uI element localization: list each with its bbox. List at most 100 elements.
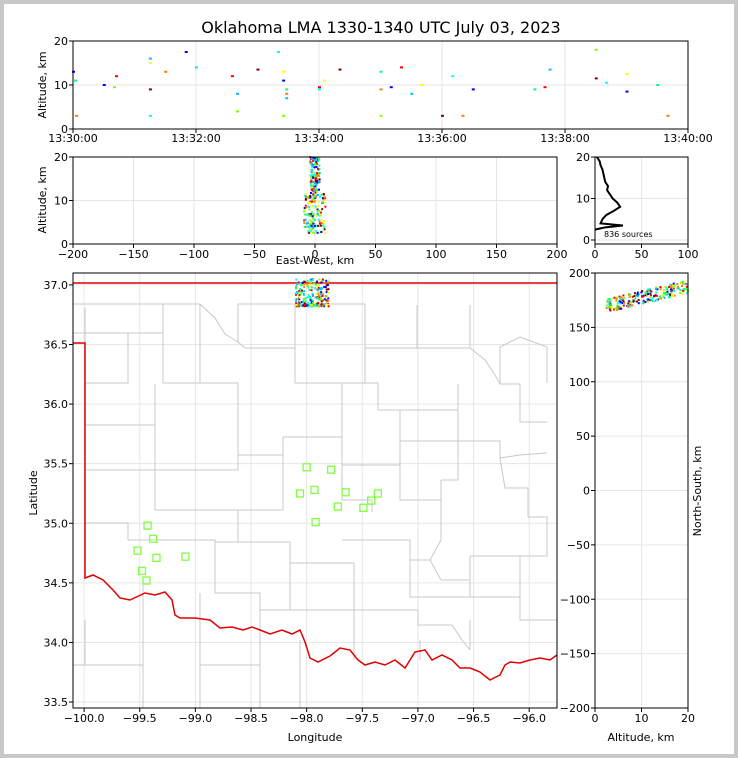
ew-altitude-source [303,206,306,209]
ew-altitude-source [316,210,319,213]
plan-view-source [316,296,319,299]
plan-view-ticks: −100.0 −99.5 −99.0 −98.5 −98.0 −97.5 −97.0 −96.… [44,279,547,725]
plan-view-tick-label-y: 34.0 [44,636,69,649]
plan-view-source [298,292,301,295]
altitude-ns-source [679,289,682,292]
station-marker [311,517,320,527]
altitude-ns-panel: 0 10 20 −200 −150 −100 −50 0 50 100 150 200 Altitud… [560,267,704,744]
ew-altitude-source [311,198,314,201]
plan-view-source [303,294,306,297]
time-altitude-source [236,92,239,95]
ew-altitude-source [310,211,313,214]
ew-altitude-source [303,208,306,211]
ew-altitude-source [309,161,312,164]
plan-view-source [315,297,318,300]
altitude-ns-source [648,288,651,291]
plan-view-source [310,304,313,307]
plan-view-source [296,282,299,285]
altitude-ns-source [659,286,662,289]
ew-altitude-source [316,167,319,170]
time-altitude-source [148,114,152,117]
time-altitude-sources [72,48,670,117]
altitude-ns-source [606,299,609,302]
ew-altitude-source [307,202,310,205]
altitude-ns-source [669,293,672,296]
ew-altitude-source [310,171,313,174]
plan-view-source [294,298,297,301]
altitude-ns-source [644,300,647,303]
plan-view-tick-label-y: 37.0 [44,279,69,292]
plan-view-source [307,286,310,289]
altitude-ns-source [626,304,629,307]
ew-altitude-source [318,220,321,223]
ew-altitude-source [315,224,318,227]
ew-altitude-source [309,219,312,222]
plan-view-source [316,289,319,292]
plan-view-source [312,282,315,285]
altitude-ns-source [609,298,612,301]
ew-altitude-source [313,156,316,159]
plan-view-source [303,290,306,293]
plan-view-tick-label-x: −98.0 [290,712,324,725]
ew-altitude-source [317,205,320,208]
plan-view-source [325,288,328,291]
altitude-ns-source [647,298,650,301]
ew-altitude-source [303,225,306,228]
altitude-ns-source [668,295,671,298]
ew-altitude-source [318,188,321,191]
plan-view-source [323,298,326,301]
ew-altitude-source [311,200,314,203]
altitude-ns-source [631,304,634,307]
time-altitude-source [318,86,321,89]
altitude-ns-source [655,298,658,301]
ew-altitude-source [312,185,315,188]
altitude-ns-source [660,293,663,296]
plan-view-source [315,304,318,307]
time-altitude-tick-label-x: 13:38:00 [540,132,589,145]
ew-altitude-source [314,177,317,180]
ew-altitude-source [318,222,321,225]
altitude-ns-source [673,284,676,287]
ew-altitude-source [312,159,315,162]
altitude-ns-xlabel: Altitude, km [607,731,674,744]
ew-altitude-source [320,224,323,227]
altitude-ns-source [633,300,636,303]
altitude-histogram-tick-label-x: 0 [592,248,599,261]
altitude-ns-source [611,306,614,309]
ew-altitude-source [306,213,309,216]
ew-altitude-source [308,208,311,211]
altitude-histogram-tick-label-y: 10 [576,193,590,206]
ew-altitude-source [314,159,317,162]
time-altitude-source [148,57,152,60]
ew-altitude-source [316,160,319,163]
ew-altitude-tick-label-x: −200 [58,248,88,261]
source-count-annotation: 836 sources [604,230,653,239]
altitude-ns-tick-label-x: 10 [635,712,649,725]
time-altitude-source [285,88,289,91]
altitude-ns-source [623,302,626,305]
ew-altitude-source [311,213,314,216]
time-altitude-source [625,90,629,93]
time-altitude-source [605,81,608,84]
ew-altitude-source [311,228,314,231]
plan-view-tick-label-y: 36.5 [44,339,69,352]
altitude-ns-source [652,297,655,300]
altitude-ns-source [629,301,632,304]
altitude-ns-source [662,292,665,295]
ew-altitude-ticks: −200 −150 −100 −50 0 50 100 150 200 0 10 20 [54,151,568,261]
plan-view-source [294,292,297,295]
altitude-ns-source [655,291,658,294]
station-marker [367,496,376,505]
altitude-ns-tick-label-y: 50 [576,430,590,443]
time-altitude-source [195,66,198,69]
plan-view-source [307,296,310,299]
time-altitude-source [379,114,383,117]
plan-view-tick-label-x: −96.5 [457,712,491,725]
ew-altitude-source [322,198,325,201]
ew-altitude-source [323,219,326,222]
station-marker [148,534,158,543]
ew-altitude-source [309,201,312,204]
plan-view-source [300,284,303,287]
ew-altitude-source [310,189,313,192]
altitude-ns-source [606,300,609,303]
